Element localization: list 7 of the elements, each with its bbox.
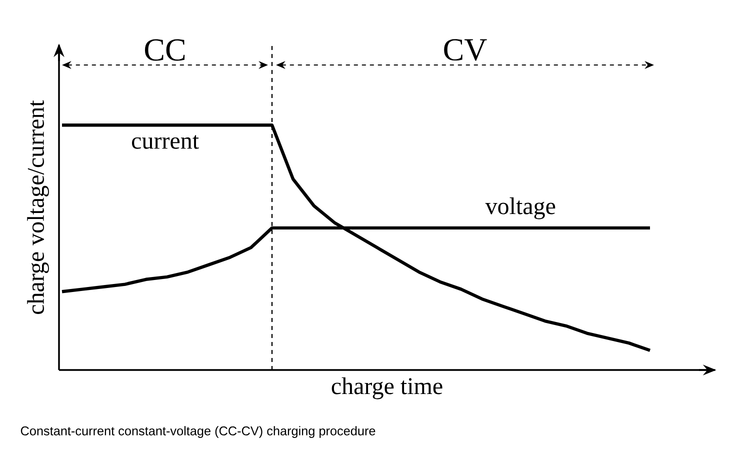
text: CV bbox=[444, 39, 487, 61]
x-axis-title: charge time bbox=[332, 377, 442, 400]
y-axis-title: charge voltage/current bbox=[27, 100, 49, 314]
text: CC bbox=[144, 39, 185, 61]
series-label: voltage bbox=[485, 197, 556, 220]
text: Constant-current constant-voltage (CC-CV) charging procedure bbox=[20, 426, 376, 438]
series-label: current bbox=[132, 135, 199, 149]
